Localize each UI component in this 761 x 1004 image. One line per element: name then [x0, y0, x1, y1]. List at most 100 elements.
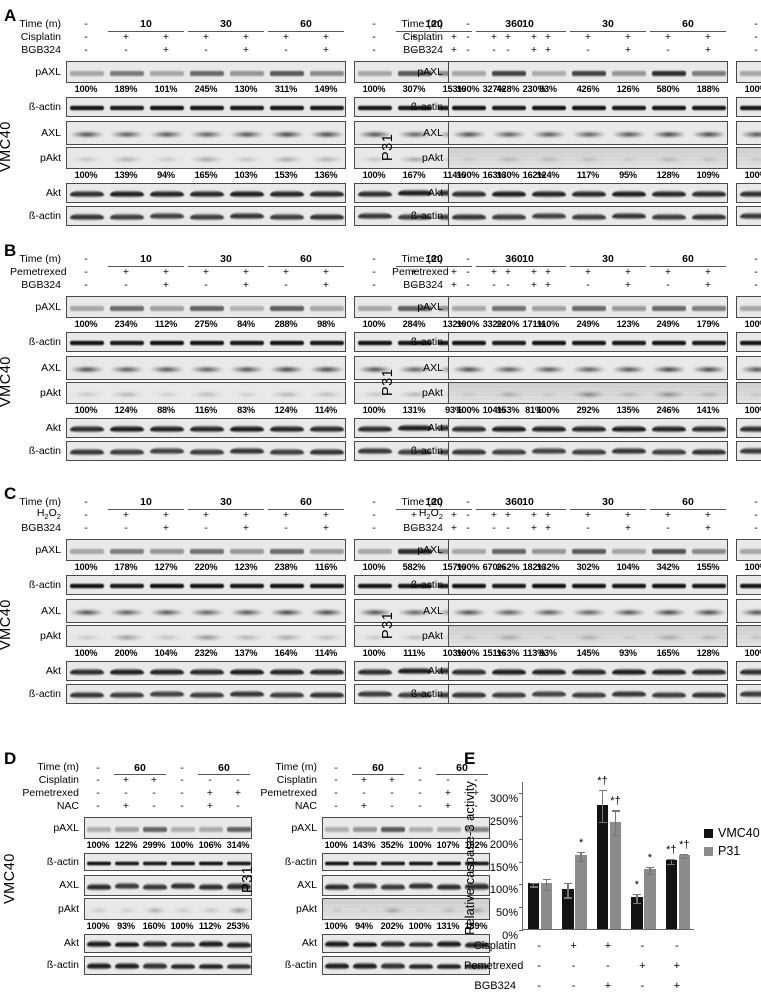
quant-value: 157%	[442, 562, 466, 572]
gel-box	[448, 332, 728, 352]
time-group-60: 60	[434, 762, 490, 775]
legend-item-vmc40: VMC40	[704, 826, 760, 840]
treatment-value: +	[282, 509, 290, 521]
quant-value: 131%	[402, 405, 426, 415]
quant-value: 117%	[576, 170, 600, 180]
quant-value: 83%	[237, 405, 255, 415]
nac-value: -	[334, 800, 338, 812]
treatment-value: -	[372, 266, 376, 278]
quantitation-row: 100%220%110%249%123%249%179%100%240%91%3…	[392, 319, 761, 330]
quant-value: 100%	[744, 648, 761, 658]
time-dash: -	[466, 18, 470, 30]
significance-marker: *	[634, 878, 640, 891]
quantitation-row: 100% 93% 160% 100% 112% 253%	[10, 921, 252, 932]
y-tick-mark	[519, 838, 523, 840]
quant-value: 178%	[114, 562, 138, 572]
condition-value: -	[674, 940, 679, 952]
blot-label-bactin2: ß-actin	[28, 444, 61, 457]
bgb324-value: +	[322, 44, 330, 56]
legend-swatch	[704, 828, 713, 838]
blot-row-akt: Akt	[392, 183, 761, 203]
y-tick-mark	[519, 907, 523, 909]
blot-label-paxl: pAXL	[35, 300, 61, 313]
quant-value: 302%	[576, 562, 600, 572]
legend-label: P31	[718, 844, 741, 858]
condition-value: -	[640, 980, 645, 992]
quant-value: 314%	[226, 840, 250, 850]
bgb324-value: -	[412, 279, 416, 291]
blot-row-bactin1: ß-actin	[392, 575, 761, 595]
treatment-value: -	[754, 266, 758, 278]
quant-value: 100%	[362, 562, 386, 572]
gel-box	[66, 441, 346, 461]
bar-vmc40-group2	[562, 888, 574, 929]
blot-label-axl: AXL	[41, 361, 61, 374]
blot-label-akt: Akt	[45, 421, 61, 434]
blot-row-pakt: pAkt	[392, 625, 761, 647]
blot-row-paxl: pAXL	[248, 817, 490, 839]
quant-value: 113%	[522, 648, 546, 658]
treatment-value: +	[530, 266, 538, 278]
treatment-value: -	[466, 509, 470, 521]
quant-value: 163%	[482, 170, 506, 180]
quant-value: 155%	[696, 562, 720, 572]
blot-label-bactin2: ß-actin	[28, 687, 61, 700]
pemetrexed-label: Pemetrexed	[22, 787, 79, 799]
blot-row-pakt: pAkt	[10, 898, 252, 920]
quant-value: 104%	[616, 562, 640, 572]
treatment-value: -	[84, 509, 88, 521]
treatment-value: +	[282, 31, 290, 43]
error-bar-cap	[611, 834, 620, 837]
treatment-value: +	[242, 31, 250, 43]
quant-value: 100%	[408, 840, 432, 850]
quant-value: 200%	[114, 648, 138, 658]
blot-label-axl: AXL	[297, 879, 317, 892]
gel-box	[448, 296, 728, 318]
condition-value: +	[673, 960, 681, 972]
bgb324-value: +	[450, 279, 458, 291]
time-dash: -	[84, 496, 88, 508]
quant-value: 111%	[403, 648, 425, 658]
gel-box	[84, 898, 252, 920]
gel-box	[448, 661, 728, 681]
panel-letter-d: D	[4, 749, 17, 768]
quant-value: 100%	[744, 562, 761, 572]
gel-box	[448, 684, 728, 704]
quant-value: 100%	[362, 648, 386, 658]
gel-box	[322, 875, 490, 896]
gel-box	[84, 853, 252, 871]
condition-label-pemetrexed: Pemetrexed	[464, 960, 524, 972]
time-row: Time (m) -60-60	[248, 761, 490, 775]
cell-line-label: P31	[380, 133, 396, 161]
condition-label-cisplatin: Cisplatin	[473, 940, 516, 952]
blot-row-bactin2: ß-actin	[392, 206, 761, 226]
treatment-value: +	[162, 509, 170, 521]
bgb324-value: +	[530, 279, 538, 291]
gel-box	[736, 332, 761, 352]
bgb324-value: -	[84, 522, 88, 534]
gel-box	[84, 817, 252, 839]
treatment-value: +	[322, 31, 330, 43]
treatment-value: +	[624, 31, 632, 43]
bgb324-label: BGB324	[403, 279, 443, 291]
quant-value: 246%	[656, 405, 680, 415]
blot-label-akt: Akt	[301, 937, 317, 950]
bgb324-row: BGB324--+-+-+--+-+	[392, 279, 761, 292]
bgb324-value: -	[666, 44, 670, 56]
blot-label-bactin2: ß-actin	[284, 959, 317, 972]
bar-vmc40-group1	[527, 883, 540, 929]
cisplatin-value: -	[236, 774, 240, 786]
quant-value: 112%	[198, 921, 222, 931]
nac-row: NAC - + - - + -	[248, 800, 490, 813]
condition-value: +	[673, 980, 681, 992]
bgb324-value: -	[124, 44, 128, 56]
bgb324-value: -	[284, 44, 288, 56]
pemetrexed-value: -	[418, 787, 422, 799]
bgb324-label: BGB324	[21, 279, 61, 291]
panel-letter-a: A	[4, 6, 17, 25]
treatment-value: -	[84, 31, 88, 43]
cisplatin-value: -	[334, 774, 338, 786]
treatment-value: +	[704, 509, 712, 521]
